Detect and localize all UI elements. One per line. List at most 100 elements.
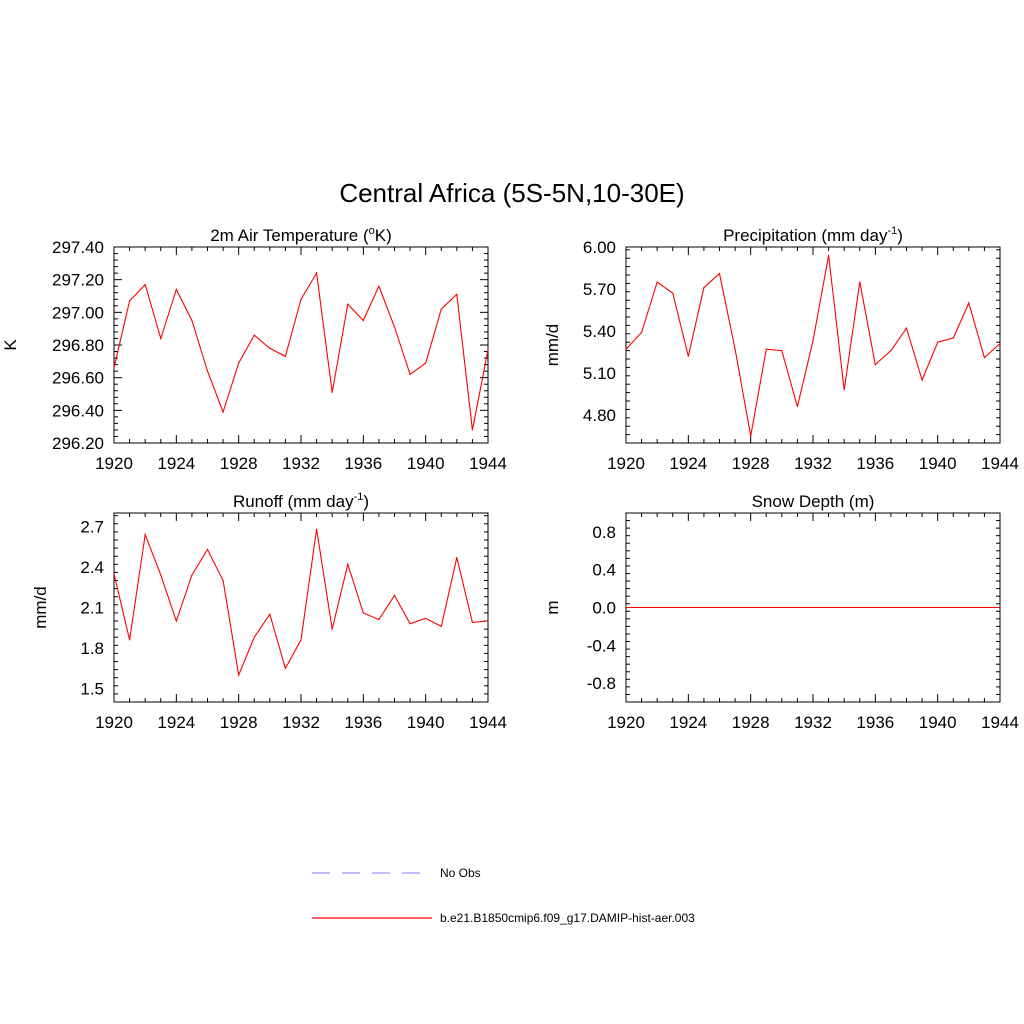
data-point [812,340,814,342]
data-point [393,594,396,596]
data-point [425,617,427,619]
x-tick-label: 1920 [95,713,133,732]
y-tick-label: 297.00 [52,303,104,322]
legend-label-no-obs: No Obs [440,866,481,880]
data-point [656,281,658,283]
data-point [765,348,767,350]
data-point [300,639,302,641]
data-point [843,606,845,609]
data-point [983,606,986,609]
data-point [300,298,302,300]
data-point [640,606,643,609]
y-tick-label: 296.40 [52,401,104,420]
data-point [921,379,923,381]
x-tick-label: 1944 [981,713,1019,732]
data-point [331,391,333,393]
data-point [425,362,427,364]
data-point [238,362,240,364]
data-point [456,556,458,559]
x-tick-label: 1928 [220,713,258,732]
y-tick-label: 0.8 [592,523,616,542]
data-point [687,606,689,609]
data-point [750,435,752,437]
x-tick-label: 1920 [607,454,645,473]
data-point [952,606,954,609]
data-point [440,625,442,628]
data-point [890,606,892,609]
data-point [827,254,830,256]
data-point [812,606,814,609]
panels: 2m Air Temperature (oK) K 1920 1924 1928 1932… [1,225,1019,732]
data-point [175,620,177,622]
data-point [393,326,396,328]
data-point [890,350,892,352]
data-point [859,606,861,609]
data-point [128,639,131,641]
figure-title: Central Africa (5S-5N,10-30E) [339,178,684,208]
x-tick-label: 1924 [669,713,707,732]
data-point [191,574,193,576]
panel-title: Precipitation (mm day-1) [723,225,903,245]
data-point [440,308,442,310]
x-tick-label: 1928 [732,454,770,473]
data-point [937,606,939,609]
x-tick-label: 1940 [919,713,957,732]
data-point [362,612,364,614]
y-tick-label: 1.5 [80,680,104,699]
data-point [378,619,380,621]
x-tick-label: 1928 [732,713,770,732]
data-point [781,606,783,609]
y-tick-label: 2.4 [80,558,104,577]
panel-title: Snow Depth (m) [752,492,875,511]
data-point [331,628,333,630]
data-point [921,606,923,609]
x-tick-label: 1932 [282,454,320,473]
data-point [160,574,162,576]
data-point [409,373,411,375]
y-tick-label: -0.4 [587,636,616,655]
data-point [968,302,970,304]
data-point [765,606,767,609]
data-point [347,303,349,305]
data-point [144,534,146,536]
data-point [191,319,193,322]
data-point [874,606,876,609]
panel-title: Runoff (mm day-1) [233,491,369,511]
y-tick-label: 296.60 [52,369,104,388]
data-point [206,370,209,372]
y-axis-label: m [543,600,562,614]
legend-label-model: b.e21.B1850cmip6.f09_g17.DAMIP-hist-aer.… [440,911,695,925]
data-point [409,623,411,625]
data-point [968,606,970,609]
series-line [113,271,489,431]
data-point [718,606,721,609]
data-point [999,343,1001,345]
y-axis-label: K [1,339,20,351]
panel-1: 2m Air Temperature (oK) K 1920 1924 1928 1932… [1,225,507,473]
panel-4: Snow Depth (m) m 1920 1924 1928 1932 1936 1940 1… [543,492,1019,732]
x-tick-label: 1924 [669,454,707,473]
data-point [750,606,752,609]
data-point [734,348,736,350]
data-point [905,327,908,329]
data-point [160,337,162,340]
data-point [781,350,783,352]
x-tick-label: 1920 [607,713,645,732]
x-tick-label: 1924 [157,713,195,732]
data-point [796,606,799,609]
panel-title: 2m Air Temperature (oK) [210,225,392,245]
x-tick-label: 1932 [794,713,832,732]
data-point [672,606,674,609]
y-tick-label: 0.4 [592,561,616,580]
data-point [983,357,986,359]
x-tick-label: 1944 [469,454,507,473]
data-point [687,355,689,357]
x-tick-label: 1936 [344,713,382,732]
y-tick-label: 5.40 [583,322,616,341]
data-point [378,285,380,287]
data-point [206,548,209,551]
data-point [487,620,489,622]
data-point [456,293,458,295]
x-tick-label: 1940 [407,713,445,732]
data-point [999,606,1001,609]
